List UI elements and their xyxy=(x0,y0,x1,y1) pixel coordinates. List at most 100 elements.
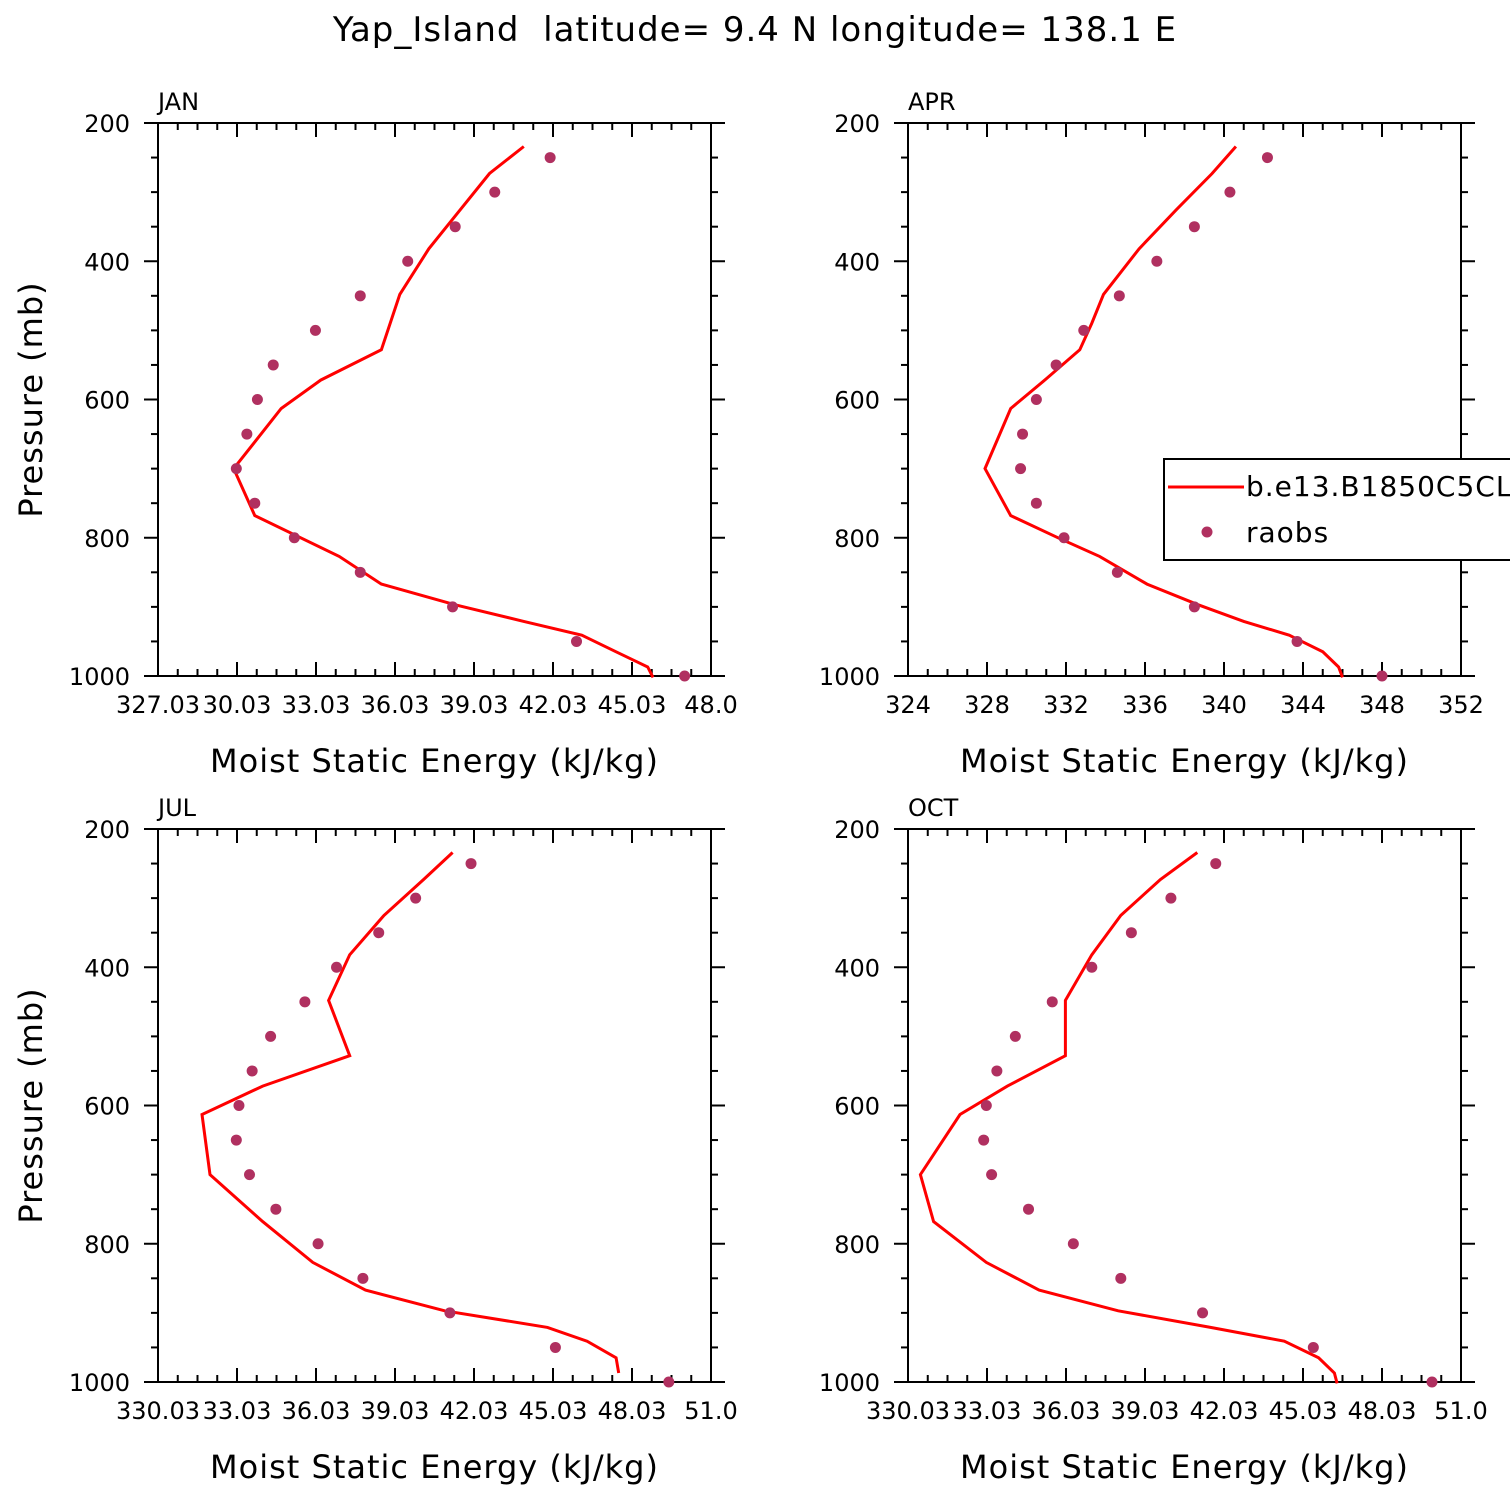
x-tick-label: 340 xyxy=(1201,691,1247,719)
raobs-point xyxy=(1009,1030,1021,1042)
raobs-point xyxy=(1210,858,1222,870)
panel-apr: 324 328 332 336 340 344 348 352 200 400 600 800 1000… xyxy=(819,88,1484,780)
raobs-point xyxy=(1151,255,1163,267)
x-tick-label: 328 xyxy=(964,691,1010,719)
x-tick-label: 327.03 xyxy=(116,691,200,719)
raobs-point xyxy=(1307,1341,1319,1353)
raobs-point xyxy=(1023,1203,1035,1215)
x-tick-label: 51.0 xyxy=(1434,1397,1487,1425)
raobs-point xyxy=(230,463,242,475)
x-tick-label: 45.03 xyxy=(1269,1397,1338,1425)
legend-box xyxy=(1163,458,1510,561)
raobs-point xyxy=(1030,394,1042,405)
raobs-point xyxy=(410,892,422,904)
raobs-point xyxy=(1111,566,1123,578)
x-tick-label: 352 xyxy=(1438,691,1484,719)
y-tick-label: 1000 xyxy=(69,663,130,691)
y-tick-label: 800 xyxy=(834,1231,880,1259)
x-axis-label: Moist Static Energy (kJ/kg) xyxy=(960,742,1409,780)
raobs-point xyxy=(1030,497,1042,509)
plot-frame xyxy=(157,122,712,677)
raobs-point xyxy=(447,601,459,613)
y-tick-label: 800 xyxy=(84,525,130,553)
raobs-point xyxy=(241,428,253,440)
raobs-point xyxy=(679,670,691,682)
model-profile-line xyxy=(918,851,1339,1384)
x-tick-label: 330.03 xyxy=(116,1397,200,1425)
raobs-point xyxy=(986,1169,998,1181)
legend-label-model: b.e13.B1850C5CL xyxy=(1246,470,1510,503)
x-tick-label: 42.03 xyxy=(519,691,588,719)
raobs-point xyxy=(309,324,321,336)
y-tick-label: 600 xyxy=(834,387,880,415)
x-axis-label: Moist Static Energy (kJ/kg) xyxy=(210,742,659,780)
raobs-point xyxy=(1125,927,1137,939)
panel-jan: 327.03 30.03 33.03 36.03 39.03 42.03 45.03 48.0… xyxy=(12,88,738,780)
raobs-point xyxy=(354,290,366,302)
model-profile-line xyxy=(231,145,655,679)
raobs-point xyxy=(373,927,385,939)
raobs-point xyxy=(233,1100,245,1111)
y-tick-label: 1000 xyxy=(819,1369,880,1397)
panel-label: JUL xyxy=(156,794,197,822)
y-tick-label: 200 xyxy=(834,816,880,844)
x-tick-label: 33.03 xyxy=(203,1397,272,1425)
x-tick-label: 45.03 xyxy=(519,1397,588,1425)
raobs-point xyxy=(1188,221,1200,233)
raobs-point xyxy=(299,996,311,1008)
y-tick-label: 400 xyxy=(84,248,130,276)
legend-label-raobs: raobs xyxy=(1246,516,1329,549)
figure-title: Yap_Island latitude= 9.4 N longitude= 13… xyxy=(332,10,1178,50)
x-tick-label: 36.03 xyxy=(282,1397,351,1425)
x-tick-label: 39.03 xyxy=(1111,1397,1180,1425)
panel-label: OCT xyxy=(908,794,959,822)
panel-jul: 330.03 33.03 36.03 39.03 42.03 45.03 48.03 51.0… xyxy=(12,794,738,1486)
plot-frame xyxy=(907,122,1462,677)
x-tick-label: 344 xyxy=(1280,691,1326,719)
raobs-point xyxy=(244,1169,256,1181)
x-tick-label: 45.03 xyxy=(598,691,667,719)
y-tick-label: 200 xyxy=(84,110,130,138)
y-tick-label: 600 xyxy=(84,1093,130,1121)
x-tick-label: 48.0 xyxy=(684,691,737,719)
raobs-point xyxy=(1058,532,1070,544)
raobs-point xyxy=(312,1238,324,1250)
x-tick-label: 348 xyxy=(1359,691,1405,719)
x-tick-label: 48.03 xyxy=(1348,1397,1417,1425)
raobs-point xyxy=(980,1100,992,1111)
x-tick-label: 30.03 xyxy=(203,691,272,719)
y-tick-label: 400 xyxy=(84,954,130,982)
raobs-point xyxy=(1224,186,1236,198)
x-tick-label: 51.0 xyxy=(684,1397,737,1425)
y-tick-label: 800 xyxy=(834,525,880,553)
raobs-point xyxy=(449,221,461,233)
y-tick-label: 400 xyxy=(834,248,880,276)
x-tick-label: 33.03 xyxy=(953,1397,1022,1425)
x-tick-label: 36.03 xyxy=(1032,1397,1101,1425)
raobs-point xyxy=(246,1065,258,1077)
legend-marker-swatch xyxy=(1201,526,1213,538)
x-axis-label: Moist Static Energy (kJ/kg) xyxy=(210,1448,659,1486)
raobs-point xyxy=(1113,290,1125,302)
y-tick-label: 600 xyxy=(834,1093,880,1121)
y-tick-label: 800 xyxy=(84,1231,130,1259)
panel-label: APR xyxy=(908,88,956,116)
raobs-point xyxy=(402,255,414,267)
raobs-point xyxy=(354,566,366,578)
raobs-point xyxy=(1046,996,1058,1008)
model-profile-line xyxy=(983,145,1344,678)
raobs-point xyxy=(489,186,501,198)
x-tick-label: 39.03 xyxy=(440,691,509,719)
raobs-point xyxy=(1086,961,1098,973)
raobs-point xyxy=(1165,892,1177,904)
raobs-point xyxy=(549,1341,561,1353)
raobs-point xyxy=(1115,1272,1127,1284)
raobs-point xyxy=(1426,1376,1438,1388)
raobs-point xyxy=(1050,359,1062,371)
y-axis-label: Pressure (mb) xyxy=(12,281,50,517)
x-tick-label: 39.03 xyxy=(361,1397,430,1425)
y-tick-label: 1000 xyxy=(819,663,880,691)
legend: b.e13.B1850C5CL raobs xyxy=(1163,458,1510,561)
raobs-point xyxy=(1261,152,1273,164)
raobs-point xyxy=(991,1065,1003,1077)
